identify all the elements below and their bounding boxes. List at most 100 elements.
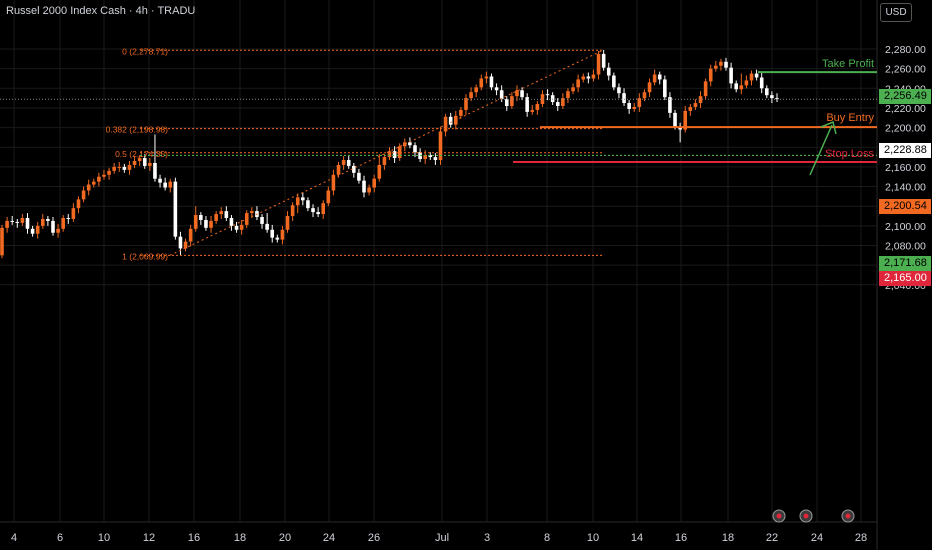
fib-level-label: 0.5 (2,174.35) — [115, 149, 168, 159]
candle-body — [494, 87, 499, 91]
candle-body — [586, 76, 591, 79]
buy-entry-label: Buy Entry — [826, 112, 874, 124]
candle-body — [285, 216, 290, 230]
x-tick-label: 16 — [675, 532, 687, 544]
candle-body — [708, 68, 713, 82]
x-tick-label: 24 — [323, 532, 335, 544]
candle-body — [86, 184, 91, 191]
candle-body — [112, 166, 116, 171]
candle-body — [188, 228, 193, 242]
candle-body — [601, 53, 606, 68]
take-profit-label: Take Profit — [822, 58, 874, 70]
candle-body — [657, 74, 662, 80]
candle-body — [652, 74, 657, 83]
candle-body — [469, 92, 473, 99]
candle-body — [81, 190, 86, 200]
candle-body — [234, 225, 239, 230]
candle-body — [336, 164, 341, 175]
candle-body — [520, 90, 524, 98]
currency-button[interactable]: USD — [880, 3, 912, 22]
candle-body — [239, 224, 244, 230]
candle-body — [402, 142, 407, 147]
candle-body — [535, 104, 540, 110]
candle-body — [688, 106, 693, 111]
candle-body — [408, 142, 412, 146]
candle-body — [637, 98, 642, 107]
candle-body — [51, 220, 55, 233]
candle-body — [540, 94, 545, 105]
candle-body — [617, 87, 621, 94]
candle-body — [148, 162, 152, 166]
candle-body — [91, 181, 96, 185]
candle-body — [46, 218, 50, 221]
candle-body — [571, 87, 575, 92]
projection-arrow-icon — [809, 124, 833, 176]
candle-body — [183, 241, 188, 249]
candle-body — [729, 67, 733, 84]
candle-body — [15, 221, 20, 223]
candle-body — [504, 99, 509, 106]
candle-body — [642, 92, 647, 99]
x-tick-label: 28 — [855, 532, 867, 544]
candle-body — [612, 75, 616, 88]
current-price-tag: 2,228.88 — [879, 143, 931, 158]
candle-body — [719, 61, 723, 66]
y-tick-label: 2,100.00 — [885, 221, 926, 233]
candle-body — [525, 97, 529, 112]
candle-body — [127, 164, 132, 170]
candle-body — [122, 166, 127, 170]
candle-body — [596, 53, 601, 75]
candle-body — [173, 181, 178, 237]
candle-body — [770, 95, 774, 99]
candle-body — [606, 67, 611, 76]
candle-body — [357, 172, 361, 181]
candle-body — [479, 78, 484, 88]
y-tick-label: 2,080.00 — [885, 241, 926, 253]
x-tick-label: 26 — [368, 532, 380, 544]
candle-body — [244, 213, 249, 225]
candle-body — [734, 83, 739, 90]
candle-body — [10, 220, 14, 222]
candle-body — [214, 214, 218, 221]
candle-body — [438, 131, 443, 161]
candle-body — [744, 80, 749, 86]
candle-body — [25, 217, 30, 229]
candle-body — [647, 82, 652, 93]
candle-body — [775, 98, 779, 100]
candle-body — [142, 158, 147, 166]
event-flag-dot — [803, 513, 809, 519]
candle-body — [163, 182, 167, 188]
candle-body — [749, 73, 754, 81]
candle-body — [178, 236, 183, 249]
stop-loss-price-tag: 2,165.00 — [879, 271, 931, 286]
candle-body — [306, 200, 310, 209]
fib-level-label: 0.382 (2,198.98) — [106, 125, 169, 135]
candle-body — [295, 197, 300, 206]
y-tick-label: 2,200.00 — [885, 123, 926, 135]
candle-body — [428, 155, 433, 158]
y-tick-label: 2,260.00 — [885, 64, 926, 76]
y-tick-label: 2,220.00 — [885, 103, 926, 115]
x-tick-label: 22 — [766, 532, 778, 544]
fib-level-label: 0 (2,278.71) — [122, 46, 168, 56]
candle-body — [515, 90, 519, 97]
candle-body — [71, 208, 76, 219]
candle-body — [275, 237, 280, 240]
y-tick-label: 2,160.00 — [885, 162, 926, 174]
fib-level-label: 1 (2,069.99) — [122, 251, 168, 261]
candle-body — [352, 165, 356, 173]
candle-body — [714, 65, 718, 69]
candle-body — [153, 162, 157, 179]
y-tick-label: 2,280.00 — [885, 44, 926, 56]
candle-body — [377, 164, 382, 179]
candle-body — [372, 178, 377, 188]
candle-body — [555, 102, 560, 106]
candle-body — [204, 219, 208, 228]
candle-body — [331, 174, 336, 191]
candle-body — [158, 178, 162, 183]
candle-body — [448, 116, 453, 125]
candle-body — [581, 76, 586, 80]
candle-body — [346, 160, 351, 166]
candle-body — [168, 181, 173, 188]
